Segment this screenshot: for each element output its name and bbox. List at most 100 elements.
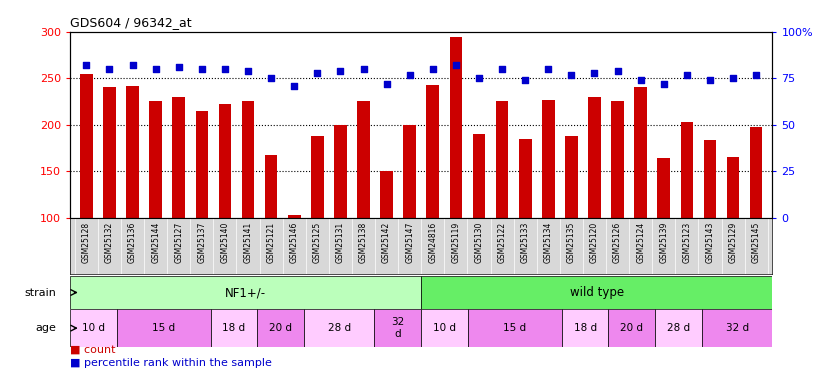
Point [704,77,717,83]
Text: GSM25138: GSM25138 [359,222,368,263]
Bar [265,155,278,218]
Bar [704,141,716,218]
Bar [70,309,117,347]
Text: ■ count: ■ count [70,344,116,354]
Text: 10 d: 10 d [82,323,105,333]
Point [542,66,555,72]
Text: GSM25143: GSM25143 [705,222,714,263]
Point [103,66,116,72]
Point [588,70,601,76]
Point [172,64,185,70]
Bar [496,102,509,217]
Text: GSM25126: GSM25126 [613,222,622,263]
Text: GSM25131: GSM25131 [336,222,345,263]
Point [403,72,416,78]
Text: strain: strain [24,288,56,297]
Text: 20 d: 20 d [269,323,292,333]
Text: GSM25145: GSM25145 [752,222,761,263]
Point [634,77,648,83]
Text: GDS604 / 96342_at: GDS604 / 96342_at [70,16,192,29]
Point [726,75,739,81]
Text: 28 d: 28 d [667,323,691,333]
Point [681,72,694,78]
Bar [70,276,421,309]
Text: GSM25128: GSM25128 [82,222,91,263]
Point [149,66,162,72]
Bar [727,157,739,218]
Text: 15 d: 15 d [503,323,526,333]
Point [611,68,624,74]
Text: GSM25146: GSM25146 [290,222,299,263]
Bar [702,309,772,347]
Text: GSM25121: GSM25121 [267,222,276,263]
Point [749,72,762,78]
Bar [426,85,439,218]
Bar [542,100,554,218]
Text: GSM25132: GSM25132 [105,222,114,263]
Bar [588,97,601,218]
Text: age: age [36,323,56,333]
Bar [565,136,577,218]
Point [126,62,139,68]
Bar [468,309,562,347]
Point [311,70,324,76]
Bar [657,158,670,218]
Text: GSM25125: GSM25125 [313,222,322,263]
Bar [374,309,421,347]
Bar [126,86,139,218]
Bar [288,215,301,217]
Bar [403,124,416,217]
Bar [211,309,258,347]
Bar [334,124,347,217]
Bar [562,309,609,347]
Bar [472,134,486,218]
Point [218,66,231,72]
Bar [150,102,162,217]
Bar [311,136,324,218]
Text: wild type: wild type [570,286,624,299]
Bar [80,74,93,217]
Text: NF1+/-: NF1+/- [225,286,266,299]
Text: GSM25135: GSM25135 [567,222,576,263]
Text: GSM25141: GSM25141 [244,222,253,263]
Bar [173,97,185,218]
Text: GSM25124: GSM25124 [636,222,645,263]
Text: GSM25122: GSM25122 [497,222,506,263]
Point [519,77,532,83]
Bar [421,276,772,309]
Text: GSM25147: GSM25147 [406,222,414,263]
Point [449,62,463,68]
Text: GSM25127: GSM25127 [174,222,183,263]
Point [472,75,486,81]
Text: GSM24816: GSM24816 [429,222,437,263]
Bar [258,309,304,347]
Point [287,83,301,89]
Text: 18 d: 18 d [573,323,596,333]
Point [380,81,393,87]
Bar [449,36,463,218]
Text: GSM25134: GSM25134 [544,222,553,263]
Text: GSM25123: GSM25123 [682,222,691,263]
Bar [357,102,370,217]
Bar [611,100,624,218]
Text: GSM25119: GSM25119 [451,222,460,263]
Text: 32 d: 32 d [726,323,748,333]
Bar [655,309,702,347]
Point [496,66,509,72]
Bar [609,309,655,347]
Text: 10 d: 10 d [433,323,456,333]
Bar [242,102,254,217]
Text: 32
d: 32 d [392,317,405,339]
Text: 18 d: 18 d [222,323,245,333]
Bar [634,87,647,218]
Text: GSM25129: GSM25129 [729,222,738,263]
Bar [519,139,532,218]
Point [264,75,278,81]
Bar [103,87,116,218]
Point [334,68,347,74]
Point [357,66,370,72]
Bar [380,171,393,217]
Text: 15 d: 15 d [152,323,175,333]
Text: 28 d: 28 d [328,323,351,333]
Text: GSM25120: GSM25120 [590,222,599,263]
